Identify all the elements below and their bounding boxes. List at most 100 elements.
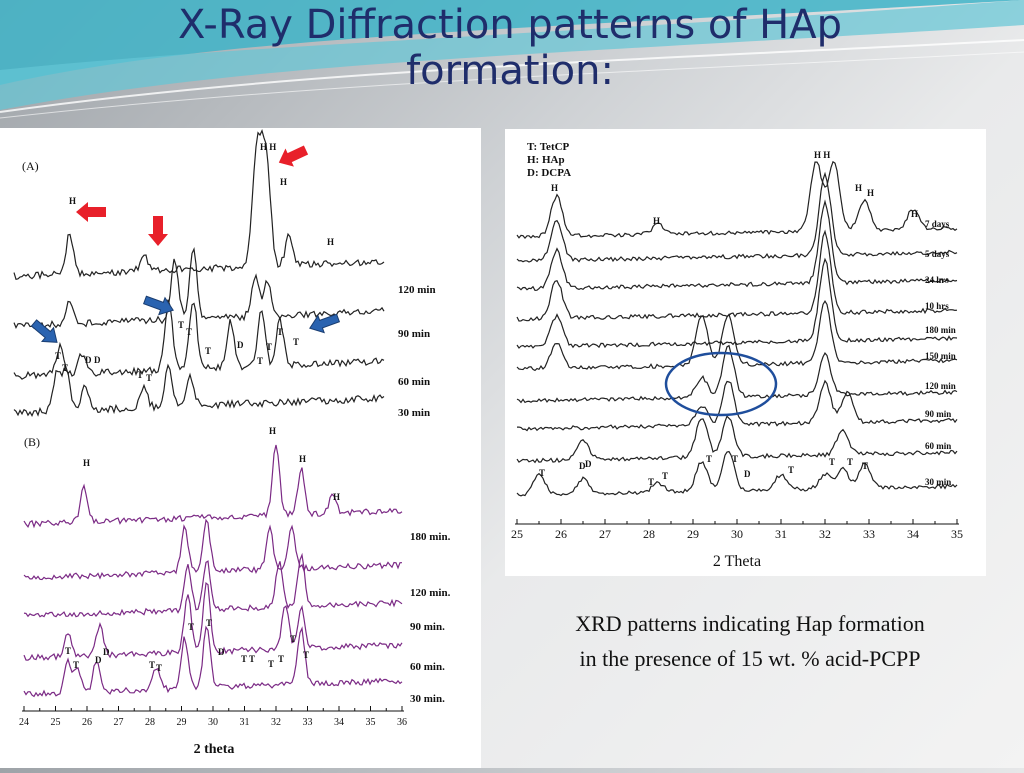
series-label: 120 min. xyxy=(410,587,451,599)
trace-90-min- xyxy=(23,552,403,618)
peak-label: T xyxy=(249,654,255,664)
peak-label: H xyxy=(327,237,334,247)
legend-entry: H: HAp xyxy=(527,154,565,166)
peak-label: T xyxy=(205,346,211,356)
chart-right: 7 days 5 days 24 hrs 10 hrs 180 min 150 min 12… xyxy=(511,141,963,570)
series-label: 60 min xyxy=(925,441,951,451)
peak-label: H xyxy=(867,188,874,198)
series-label: 120 min xyxy=(925,381,956,391)
red-arrow-down xyxy=(148,216,168,246)
caption-line1: XRD patterns indicating Hap formation xyxy=(575,611,925,636)
peak-label: T xyxy=(137,370,143,380)
peak-label: D xyxy=(218,647,225,657)
peak-label: D xyxy=(579,461,586,471)
x-tick-label: 25 xyxy=(511,527,523,541)
x-tick-label: 31 xyxy=(240,717,250,728)
trace-180-min xyxy=(516,257,958,349)
series-label: 120 min xyxy=(398,284,436,296)
peak-label: T xyxy=(186,327,192,337)
trace-120-min- xyxy=(23,518,402,581)
x-tick-label: 27 xyxy=(599,527,611,541)
peak-label: H xyxy=(333,492,340,502)
highlight-circle xyxy=(664,351,778,417)
x-tick-label: 35 xyxy=(951,527,963,541)
peak-label: T xyxy=(241,654,247,664)
trace-30-min- xyxy=(23,625,403,698)
x-tick-label: 26 xyxy=(82,717,92,728)
peak-label: T xyxy=(65,646,71,656)
peak-label: T xyxy=(662,471,668,481)
peak-label: T xyxy=(62,363,68,373)
x-axis-title: 2 Theta xyxy=(713,553,761,570)
peak-label: D xyxy=(95,655,102,665)
slide-title: X-Ray Diffraction patterns of HAp format… xyxy=(60,2,960,94)
caption-line2: in the presence of 15 wt. % acid-PCPP xyxy=(579,646,921,671)
series-label: 90 min xyxy=(925,409,951,419)
x-tick-label: 28 xyxy=(643,527,655,541)
trace-5-days xyxy=(516,171,958,263)
x-tick-label: 31 xyxy=(775,527,787,541)
x-tick-label: 30 xyxy=(731,527,743,541)
peak-label: T xyxy=(706,454,712,464)
peak-label: T xyxy=(206,618,212,628)
red-arrow-upper xyxy=(278,145,309,167)
peak-label: T xyxy=(257,356,263,366)
trace-30-min xyxy=(516,450,958,497)
peak-label: T xyxy=(539,468,545,478)
peak-label: T xyxy=(178,320,184,330)
blue-arrow-shape xyxy=(309,313,341,334)
trace-60-min xyxy=(516,415,958,464)
red-arrow-shape xyxy=(278,145,309,167)
peak-label: T xyxy=(268,659,274,669)
x-tick-label: 25 xyxy=(51,717,61,728)
series-label: 90 min xyxy=(398,328,430,340)
peak-label: H xyxy=(280,177,287,187)
right-xrd-chart: 7 days 5 days 24 hrs 10 hrs 180 min 150 min 12… xyxy=(511,141,963,570)
trace-60-min- xyxy=(23,581,403,661)
series-label: 90 min. xyxy=(410,621,445,633)
x-tick-label: 35 xyxy=(366,717,376,728)
x-axis-title: 2 theta xyxy=(194,742,235,757)
x-tick-label: 24 xyxy=(19,717,29,728)
blue-arrow-right xyxy=(309,313,341,334)
series-label: 30 min. xyxy=(410,693,445,705)
peak-label: D xyxy=(85,355,92,365)
peak-label: T xyxy=(648,477,654,487)
trace-24-hrs xyxy=(516,199,958,292)
peak-label: T xyxy=(149,660,155,670)
red-arrow-shape xyxy=(76,202,106,222)
peak-label: D xyxy=(585,459,592,469)
peak-label: T xyxy=(146,373,152,383)
trace-30-min xyxy=(13,363,385,417)
peak-label: H xyxy=(551,183,558,193)
series-label: 30 min xyxy=(925,477,951,487)
peak-label: D xyxy=(237,340,244,350)
peak-label: H xyxy=(69,196,76,206)
peak-label: T xyxy=(277,327,283,337)
peak-label: T xyxy=(303,650,309,660)
series-label: 180 min xyxy=(925,325,956,335)
legend-entry: T: TetCP xyxy=(527,141,570,153)
x-tick-label: 34 xyxy=(907,527,919,541)
peak-label: T xyxy=(732,454,738,464)
x-tick-label: 32 xyxy=(819,527,831,541)
peak-label: T xyxy=(788,465,794,475)
red-arrow-left xyxy=(76,202,106,222)
series-label: 60 min xyxy=(398,376,430,388)
series-label: 150 min xyxy=(925,351,956,361)
x-tick-label: 33 xyxy=(863,527,875,541)
peak-label: D xyxy=(744,469,751,479)
blue-arrow-middle xyxy=(142,295,174,316)
right-xrd-figure: 7 days 5 days 24 hrs 10 hrs 180 min 150 min 12… xyxy=(505,129,986,576)
x-tick-label: 32 xyxy=(271,717,281,728)
trace-10-hrs xyxy=(516,229,958,322)
slide-title-line1: X-Ray Diffraction patterns of HAp xyxy=(177,2,843,48)
trace-150-min xyxy=(516,300,958,372)
slide-title-line2: formation: xyxy=(406,48,614,94)
peak-label: T xyxy=(55,351,61,361)
peak-label: T xyxy=(290,634,296,644)
peak-label: T xyxy=(156,663,162,673)
peak-label: D xyxy=(103,647,110,657)
x-tick-label: 27 xyxy=(114,717,124,728)
